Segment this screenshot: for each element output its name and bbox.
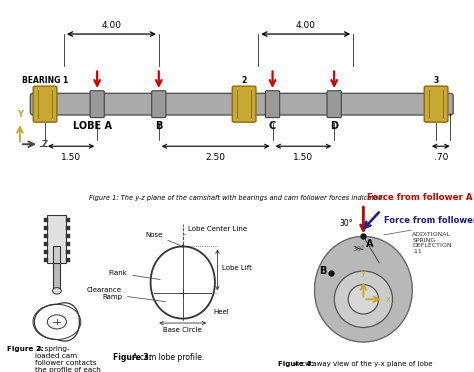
Text: Figure 3:: Figure 3: (113, 353, 152, 362)
Text: LOBE A: LOBE A (73, 121, 112, 131)
Text: A spring-
loaded cam
follower contacts
the profile of each
cam lobe.: A spring- loaded cam follower contacts t… (35, 346, 101, 372)
FancyBboxPatch shape (54, 246, 60, 263)
Text: Z: Z (42, 140, 48, 149)
Text: x: x (386, 295, 391, 304)
FancyBboxPatch shape (33, 86, 57, 122)
FancyBboxPatch shape (152, 91, 166, 118)
Text: Figure 4:: Figure 4: (278, 360, 314, 367)
Text: 1.50: 1.50 (61, 153, 81, 163)
Text: 2.50: 2.50 (206, 153, 226, 163)
FancyBboxPatch shape (327, 91, 341, 118)
Text: ADDITIONAL
SPRING
DEFLECTION
.11: ADDITIONAL SPRING DEFLECTION .11 (412, 232, 452, 254)
FancyBboxPatch shape (47, 215, 66, 263)
Text: C: C (269, 121, 276, 131)
Text: Figure 1: The y-z plane of the camshaft with bearings and cam follower forces in: Figure 1: The y-z plane of the camshaft … (89, 195, 385, 201)
Text: 1.50: 1.50 (293, 153, 313, 163)
Text: 30°: 30° (339, 219, 353, 228)
Text: Heel: Heel (214, 309, 229, 315)
FancyBboxPatch shape (232, 86, 256, 122)
Text: D: D (330, 121, 338, 131)
Text: 4.00: 4.00 (101, 21, 121, 30)
Text: Clearance
Ramp: Clearance Ramp (87, 287, 165, 302)
Text: 4.00: 4.00 (296, 21, 316, 30)
Text: Nose: Nose (145, 231, 180, 246)
Text: Flank: Flank (109, 270, 160, 279)
Text: .70: .70 (434, 153, 448, 163)
Text: 3: 3 (433, 76, 439, 84)
Text: Force from follower B: Force from follower B (384, 217, 474, 225)
Text: 2: 2 (241, 76, 247, 84)
FancyBboxPatch shape (265, 91, 280, 118)
Text: Figure 2:: Figure 2: (7, 346, 44, 352)
Circle shape (334, 271, 392, 327)
Polygon shape (315, 236, 412, 342)
Text: A cam lobe profile.: A cam lobe profile. (130, 353, 205, 362)
Text: Lobe Lift: Lobe Lift (222, 264, 252, 270)
Text: A: A (366, 239, 374, 249)
Circle shape (53, 288, 61, 294)
FancyBboxPatch shape (54, 261, 60, 288)
Text: A cutaway view of the y-x plane of lobe: A cutaway view of the y-x plane of lobe (292, 360, 433, 367)
Text: B: B (319, 266, 327, 276)
Text: Base Circle: Base Circle (164, 327, 202, 333)
Text: 30°: 30° (352, 246, 365, 252)
Text: Force from follower A: Force from follower A (367, 193, 473, 202)
Text: BEARING 1: BEARING 1 (22, 76, 68, 84)
FancyBboxPatch shape (424, 86, 448, 122)
FancyBboxPatch shape (30, 93, 453, 115)
Circle shape (348, 285, 379, 314)
Text: Lobe Center Line: Lobe Center Line (184, 227, 247, 234)
Text: B: B (155, 121, 163, 131)
Text: y: y (361, 268, 366, 277)
Text: Y: Y (17, 110, 23, 119)
FancyBboxPatch shape (90, 91, 104, 118)
